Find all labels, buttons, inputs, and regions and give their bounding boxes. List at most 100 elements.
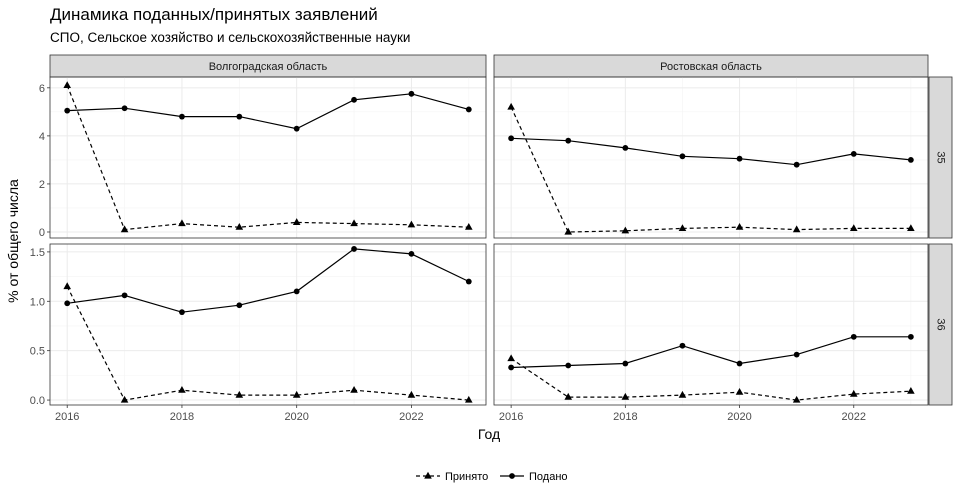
data-point-submitted (351, 96, 357, 103)
data-point-accepted (178, 385, 186, 393)
data-point-accepted (735, 387, 744, 395)
data-point-accepted (350, 219, 358, 227)
data-point-submitted (793, 351, 800, 358)
data-point-submitted (508, 364, 515, 371)
data-point-accepted (292, 218, 301, 225)
data-point-accepted (792, 225, 801, 233)
data-point-submitted (236, 113, 243, 120)
data-point-accepted (507, 102, 515, 110)
x-tick-label: 2022 (842, 411, 866, 423)
data-point-accepted (464, 222, 473, 230)
data-point-submitted (565, 137, 572, 144)
data-point-accepted (407, 390, 416, 398)
data-point-submitted (179, 309, 185, 316)
facet-strip-label: Ростовская область (660, 61, 762, 73)
data-point-accepted (235, 222, 244, 230)
data-point-submitted (736, 360, 743, 367)
data-point-accepted (292, 390, 301, 398)
data-point-submitted (293, 288, 300, 295)
data-point-submitted (679, 342, 686, 349)
data-point-accepted (120, 225, 129, 233)
data-point-accepted (120, 395, 129, 403)
data-point-submitted (793, 161, 800, 168)
data-point-accepted (464, 395, 473, 403)
facet-strip-row (928, 76, 953, 239)
data-point-submitted (351, 246, 357, 252)
data-point-accepted (849, 389, 858, 397)
y-tick-label: 0.0 (30, 395, 45, 407)
facet-strip-label: Волгоградская область (209, 61, 328, 73)
data-point-accepted (678, 224, 687, 231)
data-point-accepted (564, 227, 573, 235)
y-tick-label: 4 (39, 131, 45, 143)
series-line (67, 248, 470, 313)
y-tick-label: 0 (39, 227, 45, 239)
data-point-accepted (178, 219, 186, 227)
legend-key-triangle-icon (424, 471, 432, 479)
data-point-submitted (565, 362, 572, 369)
series-line (510, 106, 911, 233)
data-point-submitted (465, 106, 472, 113)
data-point-submitted (408, 90, 415, 97)
data-point-submitted (465, 278, 472, 285)
legend-label: Принято (445, 471, 488, 483)
x-tick-label: 2020 (727, 411, 751, 423)
data-point-submitted (679, 153, 686, 160)
panel-border (493, 243, 929, 406)
x-tick-label: 2018 (170, 411, 194, 423)
data-point-accepted (792, 395, 801, 403)
legend-label: Подано (529, 471, 568, 483)
data-point-accepted (735, 222, 744, 230)
y-tick-label: 1.0 (30, 296, 45, 308)
y-tick-label: 1.5 (30, 247, 45, 259)
data-point-accepted (63, 282, 72, 290)
data-point-submitted (64, 300, 71, 307)
data-point-submitted (236, 302, 243, 309)
data-point-submitted (907, 157, 914, 163)
x-tick-label: 2016 (55, 411, 79, 423)
data-point-accepted (507, 354, 515, 362)
data-point-submitted (408, 250, 415, 257)
data-point-submitted (293, 125, 300, 132)
series-line (510, 358, 911, 401)
x-tick-label: 2016 (499, 411, 523, 423)
data-point-submitted (508, 135, 515, 142)
data-point-accepted (63, 81, 72, 89)
y-axis-title: % от общего числа (5, 179, 21, 303)
chart-title: Динамика поданных/принятых заявлений (50, 5, 378, 24)
data-point-accepted (621, 226, 630, 234)
data-point-submitted (64, 107, 71, 114)
data-point-submitted (736, 155, 743, 162)
data-point-accepted (907, 224, 915, 231)
series-line (511, 137, 911, 166)
data-point-submitted (179, 113, 185, 120)
x-tick-label: 2020 (284, 411, 308, 423)
y-tick-label: 2 (39, 179, 45, 191)
data-point-accepted (350, 385, 358, 393)
data-point-submitted (121, 105, 128, 112)
facet-strip-row (928, 243, 953, 406)
y-tick-label: 6 (39, 83, 45, 95)
y-tick-label: 0.5 (30, 346, 45, 358)
data-point-submitted (622, 360, 629, 367)
data-point-submitted (850, 150, 857, 157)
facet-strip-label: 36 (935, 318, 947, 330)
legend-key-circle-icon (509, 473, 515, 479)
data-point-submitted (121, 292, 128, 299)
facet-strip-label: 35 (935, 151, 947, 163)
chart-subtitle: СПО, Сельское хозяйство и сельскохозяйст… (50, 30, 411, 45)
data-point-accepted (235, 390, 244, 398)
data-point-submitted (622, 144, 629, 151)
data-point-accepted (621, 392, 630, 400)
data-point-accepted (564, 392, 573, 400)
x-axis-title: Год (478, 426, 500, 442)
panel-border (493, 76, 929, 239)
x-tick-label: 2018 (613, 411, 637, 423)
panel-border (49, 243, 487, 406)
series-line (67, 93, 469, 130)
data-point-accepted (907, 386, 915, 394)
data-point-submitted (850, 333, 857, 340)
data-point-accepted (849, 224, 858, 231)
data-point-accepted (407, 220, 416, 228)
